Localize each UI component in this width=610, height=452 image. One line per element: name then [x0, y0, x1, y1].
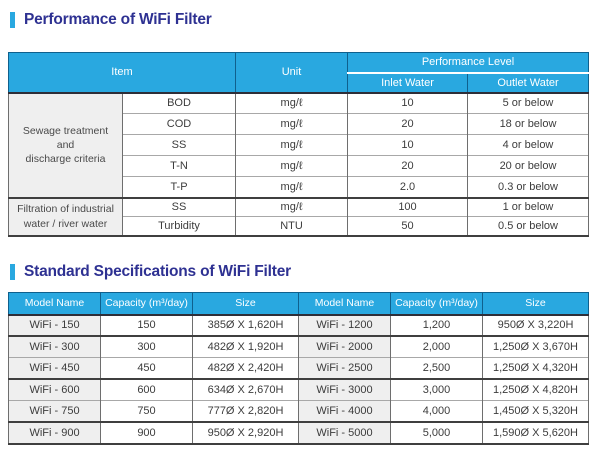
model-name-header: Model Name — [298, 292, 391, 315]
size-cell: 950Ø X 2,920H — [192, 421, 299, 444]
group-label-cell: Sewage treatment and discharge criteria — [8, 92, 123, 199]
outlet-cell: 5 or below — [466, 92, 590, 114]
item-cell: T-N — [122, 155, 236, 177]
item-cell: Turbidity — [122, 216, 236, 237]
outlet-cell: 18 or below — [466, 113, 590, 135]
unit-cell: mg/ℓ — [235, 113, 348, 135]
size-cell: 1,450Ø X 5,320H — [482, 400, 589, 423]
capacity-cell: 900 — [100, 421, 193, 444]
size-cell: 634Ø X 2,670H — [192, 378, 299, 401]
size-cell: 777Ø X 2,820H — [192, 400, 299, 423]
capacity-cell: 300 — [100, 335, 193, 358]
performance-table: Item Unit Performance Level Inlet Water … — [8, 52, 590, 237]
model-cell: WiFi - 1200 — [298, 314, 391, 337]
capacity-header: Capacity (m³/day) — [100, 292, 193, 315]
specs-title: Standard Specifications of WiFi Filter — [24, 263, 291, 280]
performance-section-title: Performance of WiFi Filter — [10, 11, 212, 29]
model-cell: WiFi - 300 — [8, 335, 101, 358]
outlet-cell: 0.5 or below — [466, 216, 590, 237]
performance-title: Performance of WiFi Filter — [24, 11, 212, 28]
unit-cell: mg/ℓ — [235, 134, 348, 156]
size-cell: 1,250Ø X 4,820H — [482, 378, 589, 401]
table-row: WiFi - 150 150 385Ø X 1,620H WiFi - 1200… — [8, 314, 589, 337]
unit-cell: mg/ℓ — [235, 197, 348, 217]
item-cell: T-P — [122, 176, 236, 199]
item-column-header: Item — [8, 52, 236, 93]
table-row: WiFi - 450 450 482Ø X 2,420H WiFi - 2500… — [8, 357, 589, 380]
model-cell: WiFi - 450 — [8, 357, 101, 380]
performance-level-header: Performance Level — [346, 52, 590, 74]
inlet-cell: 2.0 — [347, 176, 468, 199]
model-name-header: Model Name — [8, 292, 101, 315]
capacity-cell: 3,000 — [390, 378, 483, 401]
inlet-cell: 20 — [347, 155, 468, 177]
inlet-cell: 10 — [347, 92, 468, 114]
size-header: Size — [192, 292, 299, 315]
capacity-cell: 4,000 — [390, 400, 483, 423]
size-cell: 950Ø X 3,220H — [482, 314, 589, 337]
capacity-cell: 2,000 — [390, 335, 483, 358]
capacity-cell: 5,000 — [390, 421, 483, 444]
model-cell: WiFi - 2500 — [298, 357, 391, 380]
item-cell: SS — [122, 197, 236, 217]
unit-cell: NTU — [235, 216, 348, 237]
capacity-header: Capacity (m³/day) — [390, 292, 483, 315]
item-cell: COD — [122, 113, 236, 135]
item-cell: BOD — [122, 92, 236, 114]
inlet-cell: 100 — [347, 197, 468, 217]
capacity-cell: 1,200 — [390, 314, 483, 337]
accent-bar-icon — [10, 264, 15, 280]
unit-cell: mg/ℓ — [235, 92, 348, 114]
size-cell: 1,250Ø X 4,320H — [482, 357, 589, 380]
model-cell: WiFi - 150 — [8, 314, 101, 337]
specifications-table: Model Name Capacity (m³/day) Size Model … — [8, 292, 589, 445]
size-cell: 1,250Ø X 3,670H — [482, 335, 589, 358]
model-cell: WiFi - 2000 — [298, 335, 391, 358]
unit-column-header: Unit — [235, 52, 348, 93]
model-cell: WiFi - 750 — [8, 400, 101, 423]
specs-section-title: Standard Specifications of WiFi Filter — [10, 263, 291, 281]
inlet-water-header: Inlet Water — [347, 72, 468, 93]
outlet-cell: 4 or below — [466, 134, 590, 156]
model-cell: WiFi - 3000 — [298, 378, 391, 401]
capacity-cell: 2,500 — [390, 357, 483, 380]
unit-cell: mg/ℓ — [235, 176, 348, 199]
table-row: WiFi - 300 300 482Ø X 1,920H WiFi - 2000… — [8, 335, 589, 358]
inlet-cell: 10 — [347, 134, 468, 156]
inlet-cell: 20 — [347, 113, 468, 135]
outlet-cell: 20 or below — [466, 155, 590, 177]
table-row: WiFi - 600 600 634Ø X 2,670H WiFi - 3000… — [8, 378, 589, 401]
inlet-cell: 50 — [347, 216, 468, 237]
capacity-cell: 600 — [100, 378, 193, 401]
accent-bar-icon — [10, 12, 15, 28]
model-cell: WiFi - 600 — [8, 378, 101, 401]
outlet-cell: 0.3 or below — [466, 176, 590, 199]
item-cell: SS — [122, 134, 236, 156]
outlet-water-header: Outlet Water — [466, 72, 590, 93]
model-cell: WiFi - 5000 — [298, 421, 391, 444]
outlet-cell: 1 or below — [466, 197, 590, 217]
unit-cell: mg/ℓ — [235, 155, 348, 177]
capacity-cell: 450 — [100, 357, 193, 380]
model-cell: WiFi - 900 — [8, 421, 101, 444]
table-row: WiFi - 750 750 777Ø X 2,820H WiFi - 4000… — [8, 400, 589, 423]
model-cell: WiFi - 4000 — [298, 400, 391, 423]
size-cell: 482Ø X 1,920H — [192, 335, 299, 358]
capacity-cell: 750 — [100, 400, 193, 423]
capacity-cell: 150 — [100, 314, 193, 337]
size-header: Size — [482, 292, 589, 315]
size-cell: 385Ø X 1,620H — [192, 314, 299, 337]
group-label-cell: Filtration of industrial water / river w… — [8, 197, 123, 237]
size-cell: 1,590Ø X 5,620H — [482, 421, 589, 444]
table-row: WiFi - 900 900 950Ø X 2,920H WiFi - 5000… — [8, 421, 589, 444]
size-cell: 482Ø X 2,420H — [192, 357, 299, 380]
